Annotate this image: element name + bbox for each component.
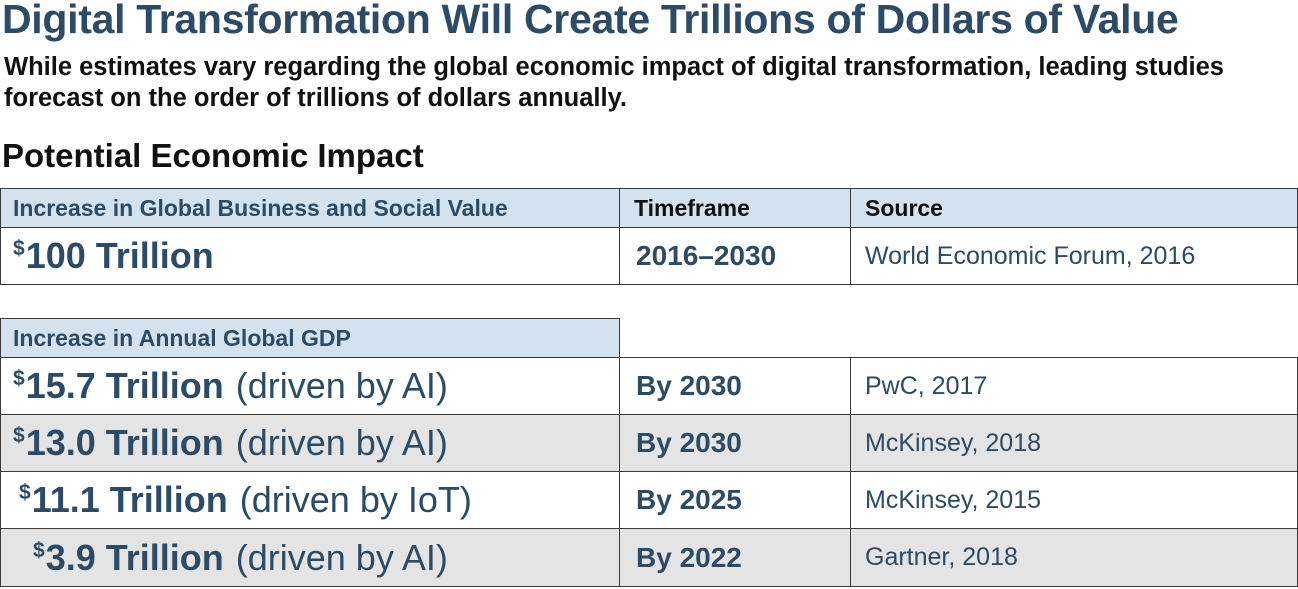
table-row: $ 13.0 Trillion (driven by AI) (0, 414, 620, 472)
source-value: Gartner, 2018 (865, 543, 1018, 571)
impact-note: (driven by IoT) (239, 479, 472, 520)
table-header-cell: Increase in Global Business and Social V… (0, 188, 620, 228)
page-title: Digital Transformation Will Create Trill… (2, 0, 1179, 42)
table-row: $ 3.9 Trillion (driven by AI) (0, 528, 620, 587)
impact-amount: 13.0 Trillion (25, 422, 224, 463)
timeframe-value: By 2030 (636, 427, 742, 458)
page-subtitle: While estimates vary regarding the globa… (4, 53, 1224, 112)
source-value: McKinsey, 2018 (865, 428, 1042, 457)
impact-note: (driven by AI) (235, 365, 448, 406)
timeframe-value: By 2022 (636, 541, 742, 573)
impact-note: (driven by AI) (235, 536, 448, 578)
table-header-cell: Source (850, 188, 1298, 228)
timeframe-value: By 2025 (636, 484, 742, 515)
table-cell-timeframe: By 2030 (619, 357, 851, 415)
section-title: Potential Economic Impact (2, 137, 424, 174)
table-row: $ 11.1 Trillion (driven by IoT) (0, 471, 620, 529)
table-cell-timeframe: By 2025 (619, 471, 851, 529)
currency-symbol: $ (19, 481, 31, 504)
source-value: McKinsey, 2015 (865, 485, 1042, 514)
table-cell-timeframe: By 2022 (619, 528, 851, 587)
header-timeframe: Timeframe (634, 194, 750, 221)
impact-value: $ 11.1 Trillion (driven by IoT) (1, 479, 472, 521)
impact-amount: 15.7 Trillion (25, 365, 224, 406)
table-header-cell: Timeframe (619, 188, 851, 228)
table-cell-value: $ 100 Trillion (0, 227, 620, 285)
table-cell-timeframe: By 2030 (619, 414, 851, 472)
table-cell-timeframe: 2016–2030 (619, 227, 851, 285)
impact-amount: 11.1 Trillion (31, 479, 228, 520)
impact-amount: 100 Trillion (25, 235, 214, 276)
table-cell-source: McKinsey, 2018 (850, 414, 1298, 472)
gdp-header: Increase in Annual Global GDP (13, 324, 351, 351)
timeframe-value: 2016–2030 (636, 240, 777, 271)
currency-symbol: $ (13, 237, 25, 260)
table-cell-source: McKinsey, 2015 (850, 471, 1298, 529)
table-cell-source: World Economic Forum, 2016 (850, 227, 1298, 285)
source-value: PwC, 2017 (865, 371, 988, 400)
header-source: Source (865, 194, 943, 221)
impact-note: (driven by AI) (235, 422, 448, 463)
impact-value: $ 13.0 Trillion (driven by AI) (1, 422, 448, 464)
timeframe-value: By 2030 (636, 370, 742, 401)
table-header-cell: Increase in Annual Global GDP (0, 318, 620, 358)
table-cell-source: Gartner, 2018 (850, 528, 1298, 587)
currency-symbol: $ (33, 538, 45, 562)
source-value: World Economic Forum, 2016 (865, 241, 1196, 270)
impact-value: $ 3.9 Trillion (driven by AI) (1, 537, 448, 579)
header-value: Increase in Global Business and Social V… (13, 194, 508, 221)
currency-symbol: $ (13, 424, 25, 447)
currency-symbol: $ (13, 367, 25, 390)
impact-value: $ 100 Trillion (1, 235, 214, 277)
impact-amount: 3.9 Trillion (45, 536, 224, 578)
impact-value: $ 15.7 Trillion (driven by AI) (1, 365, 448, 407)
table-row: $ 15.7 Trillion (driven by AI) (0, 357, 620, 415)
table-cell-source: PwC, 2017 (850, 357, 1298, 415)
